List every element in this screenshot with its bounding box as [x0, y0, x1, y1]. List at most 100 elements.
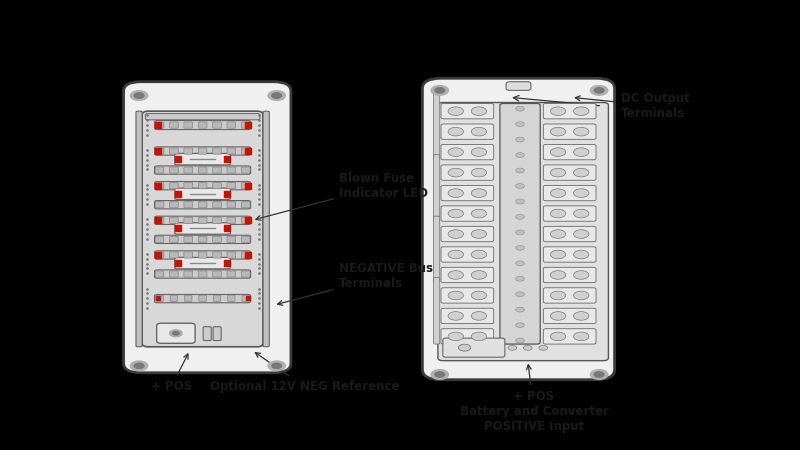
- FancyBboxPatch shape: [155, 122, 164, 128]
- Circle shape: [448, 230, 463, 238]
- FancyBboxPatch shape: [214, 295, 221, 302]
- FancyBboxPatch shape: [441, 267, 494, 283]
- FancyBboxPatch shape: [543, 267, 596, 283]
- FancyBboxPatch shape: [227, 167, 236, 173]
- FancyBboxPatch shape: [136, 111, 142, 347]
- FancyBboxPatch shape: [441, 308, 494, 324]
- Circle shape: [550, 209, 566, 218]
- Circle shape: [590, 86, 608, 95]
- FancyBboxPatch shape: [434, 93, 440, 160]
- FancyBboxPatch shape: [198, 148, 207, 154]
- FancyBboxPatch shape: [441, 288, 494, 303]
- FancyBboxPatch shape: [434, 216, 440, 283]
- Circle shape: [574, 332, 589, 341]
- FancyBboxPatch shape: [154, 201, 250, 209]
- FancyBboxPatch shape: [227, 148, 236, 154]
- Circle shape: [550, 230, 566, 238]
- Circle shape: [471, 209, 486, 218]
- Circle shape: [471, 311, 486, 320]
- FancyBboxPatch shape: [213, 217, 222, 224]
- FancyBboxPatch shape: [543, 144, 596, 160]
- Circle shape: [268, 91, 286, 100]
- Circle shape: [550, 189, 566, 198]
- FancyBboxPatch shape: [242, 217, 250, 224]
- Circle shape: [471, 291, 486, 300]
- FancyBboxPatch shape: [242, 148, 250, 154]
- FancyBboxPatch shape: [170, 183, 178, 189]
- FancyBboxPatch shape: [184, 183, 193, 189]
- Circle shape: [516, 323, 524, 328]
- Circle shape: [272, 363, 282, 369]
- Circle shape: [574, 270, 589, 279]
- Circle shape: [516, 292, 524, 297]
- FancyBboxPatch shape: [154, 147, 250, 155]
- FancyBboxPatch shape: [441, 124, 494, 140]
- FancyBboxPatch shape: [198, 236, 207, 243]
- FancyBboxPatch shape: [228, 295, 235, 302]
- FancyBboxPatch shape: [441, 226, 494, 242]
- FancyBboxPatch shape: [543, 124, 596, 140]
- Circle shape: [448, 270, 463, 279]
- FancyBboxPatch shape: [198, 167, 207, 173]
- Text: + POS
Battery and Converter
POSITIVE Input: + POS Battery and Converter POSITIVE Inp…: [459, 365, 609, 433]
- FancyBboxPatch shape: [203, 327, 211, 341]
- FancyBboxPatch shape: [441, 165, 494, 180]
- FancyBboxPatch shape: [198, 252, 207, 258]
- FancyBboxPatch shape: [242, 122, 250, 128]
- Circle shape: [471, 107, 486, 116]
- FancyBboxPatch shape: [441, 206, 494, 221]
- FancyBboxPatch shape: [227, 183, 236, 189]
- Circle shape: [448, 148, 463, 157]
- FancyBboxPatch shape: [184, 236, 193, 243]
- Circle shape: [516, 338, 524, 343]
- FancyBboxPatch shape: [184, 148, 193, 154]
- Circle shape: [471, 332, 486, 341]
- FancyBboxPatch shape: [170, 122, 178, 128]
- FancyBboxPatch shape: [213, 236, 222, 243]
- Circle shape: [516, 199, 524, 204]
- FancyBboxPatch shape: [154, 270, 250, 278]
- Circle shape: [550, 127, 566, 136]
- Circle shape: [448, 291, 463, 300]
- Circle shape: [471, 230, 486, 238]
- Circle shape: [516, 245, 524, 250]
- Circle shape: [516, 261, 524, 266]
- FancyBboxPatch shape: [242, 295, 250, 302]
- Text: NEGATIVE Bus
Terminals: NEGATIVE Bus Terminals: [278, 262, 433, 305]
- FancyBboxPatch shape: [227, 271, 236, 277]
- FancyBboxPatch shape: [170, 167, 178, 173]
- FancyBboxPatch shape: [443, 338, 505, 357]
- Circle shape: [435, 372, 445, 377]
- FancyBboxPatch shape: [123, 82, 291, 373]
- FancyBboxPatch shape: [441, 247, 494, 262]
- FancyBboxPatch shape: [184, 271, 193, 277]
- Circle shape: [448, 250, 463, 259]
- Circle shape: [448, 107, 463, 116]
- Circle shape: [574, 148, 589, 157]
- Circle shape: [574, 189, 589, 198]
- FancyBboxPatch shape: [198, 217, 207, 224]
- Circle shape: [550, 107, 566, 116]
- Circle shape: [539, 346, 548, 350]
- Circle shape: [471, 148, 486, 157]
- FancyBboxPatch shape: [543, 104, 596, 119]
- FancyBboxPatch shape: [154, 216, 250, 225]
- FancyBboxPatch shape: [154, 251, 250, 259]
- FancyBboxPatch shape: [434, 155, 440, 221]
- FancyBboxPatch shape: [170, 295, 178, 302]
- Circle shape: [134, 363, 144, 369]
- FancyBboxPatch shape: [213, 271, 222, 277]
- FancyBboxPatch shape: [227, 202, 236, 208]
- FancyBboxPatch shape: [543, 247, 596, 262]
- Circle shape: [594, 88, 604, 93]
- FancyBboxPatch shape: [170, 217, 178, 224]
- FancyBboxPatch shape: [146, 113, 260, 120]
- FancyBboxPatch shape: [199, 295, 206, 302]
- FancyBboxPatch shape: [242, 167, 250, 173]
- Circle shape: [590, 369, 608, 379]
- FancyBboxPatch shape: [170, 202, 178, 208]
- FancyBboxPatch shape: [155, 202, 164, 208]
- Circle shape: [431, 86, 449, 95]
- FancyBboxPatch shape: [263, 111, 270, 347]
- FancyBboxPatch shape: [543, 226, 596, 242]
